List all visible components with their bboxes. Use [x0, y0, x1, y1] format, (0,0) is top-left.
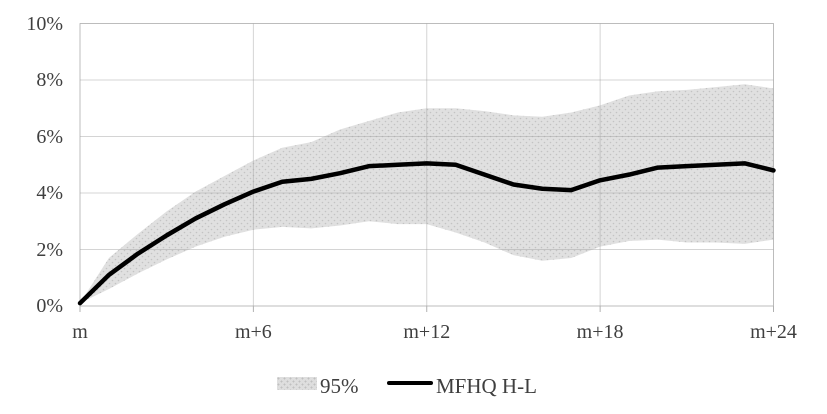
x-tick-label-m18: m+18: [576, 321, 624, 343]
x-tick-label-m6: m+6: [234, 321, 272, 343]
y-tick-label-10: 10%: [26, 12, 63, 35]
x-tick-label-m: m: [72, 321, 88, 343]
y-tick-label-4: 4%: [36, 182, 63, 204]
legend-band-label: 95%: [320, 374, 359, 398]
y-tick-label-2: 2%: [36, 238, 63, 261]
legend-line-label: MFHQ H-L: [436, 374, 537, 398]
mfhq-hl-line: [77, 161, 776, 306]
x-tick-label-m24: m+24: [750, 321, 797, 343]
y-tick-label-0: 0%: [36, 295, 63, 317]
y-tick-label-8: 8%: [36, 69, 63, 91]
confidence-band-95: [80, 84, 774, 304]
y-tick-label-6: 6%: [36, 125, 63, 148]
legend-band-swatch: [277, 376, 317, 390]
x-tick-label-m12: m+12: [403, 321, 451, 343]
legend: 95% MFHQ H-L: [0, 372, 827, 402]
legend-line-marker: [387, 380, 433, 385]
